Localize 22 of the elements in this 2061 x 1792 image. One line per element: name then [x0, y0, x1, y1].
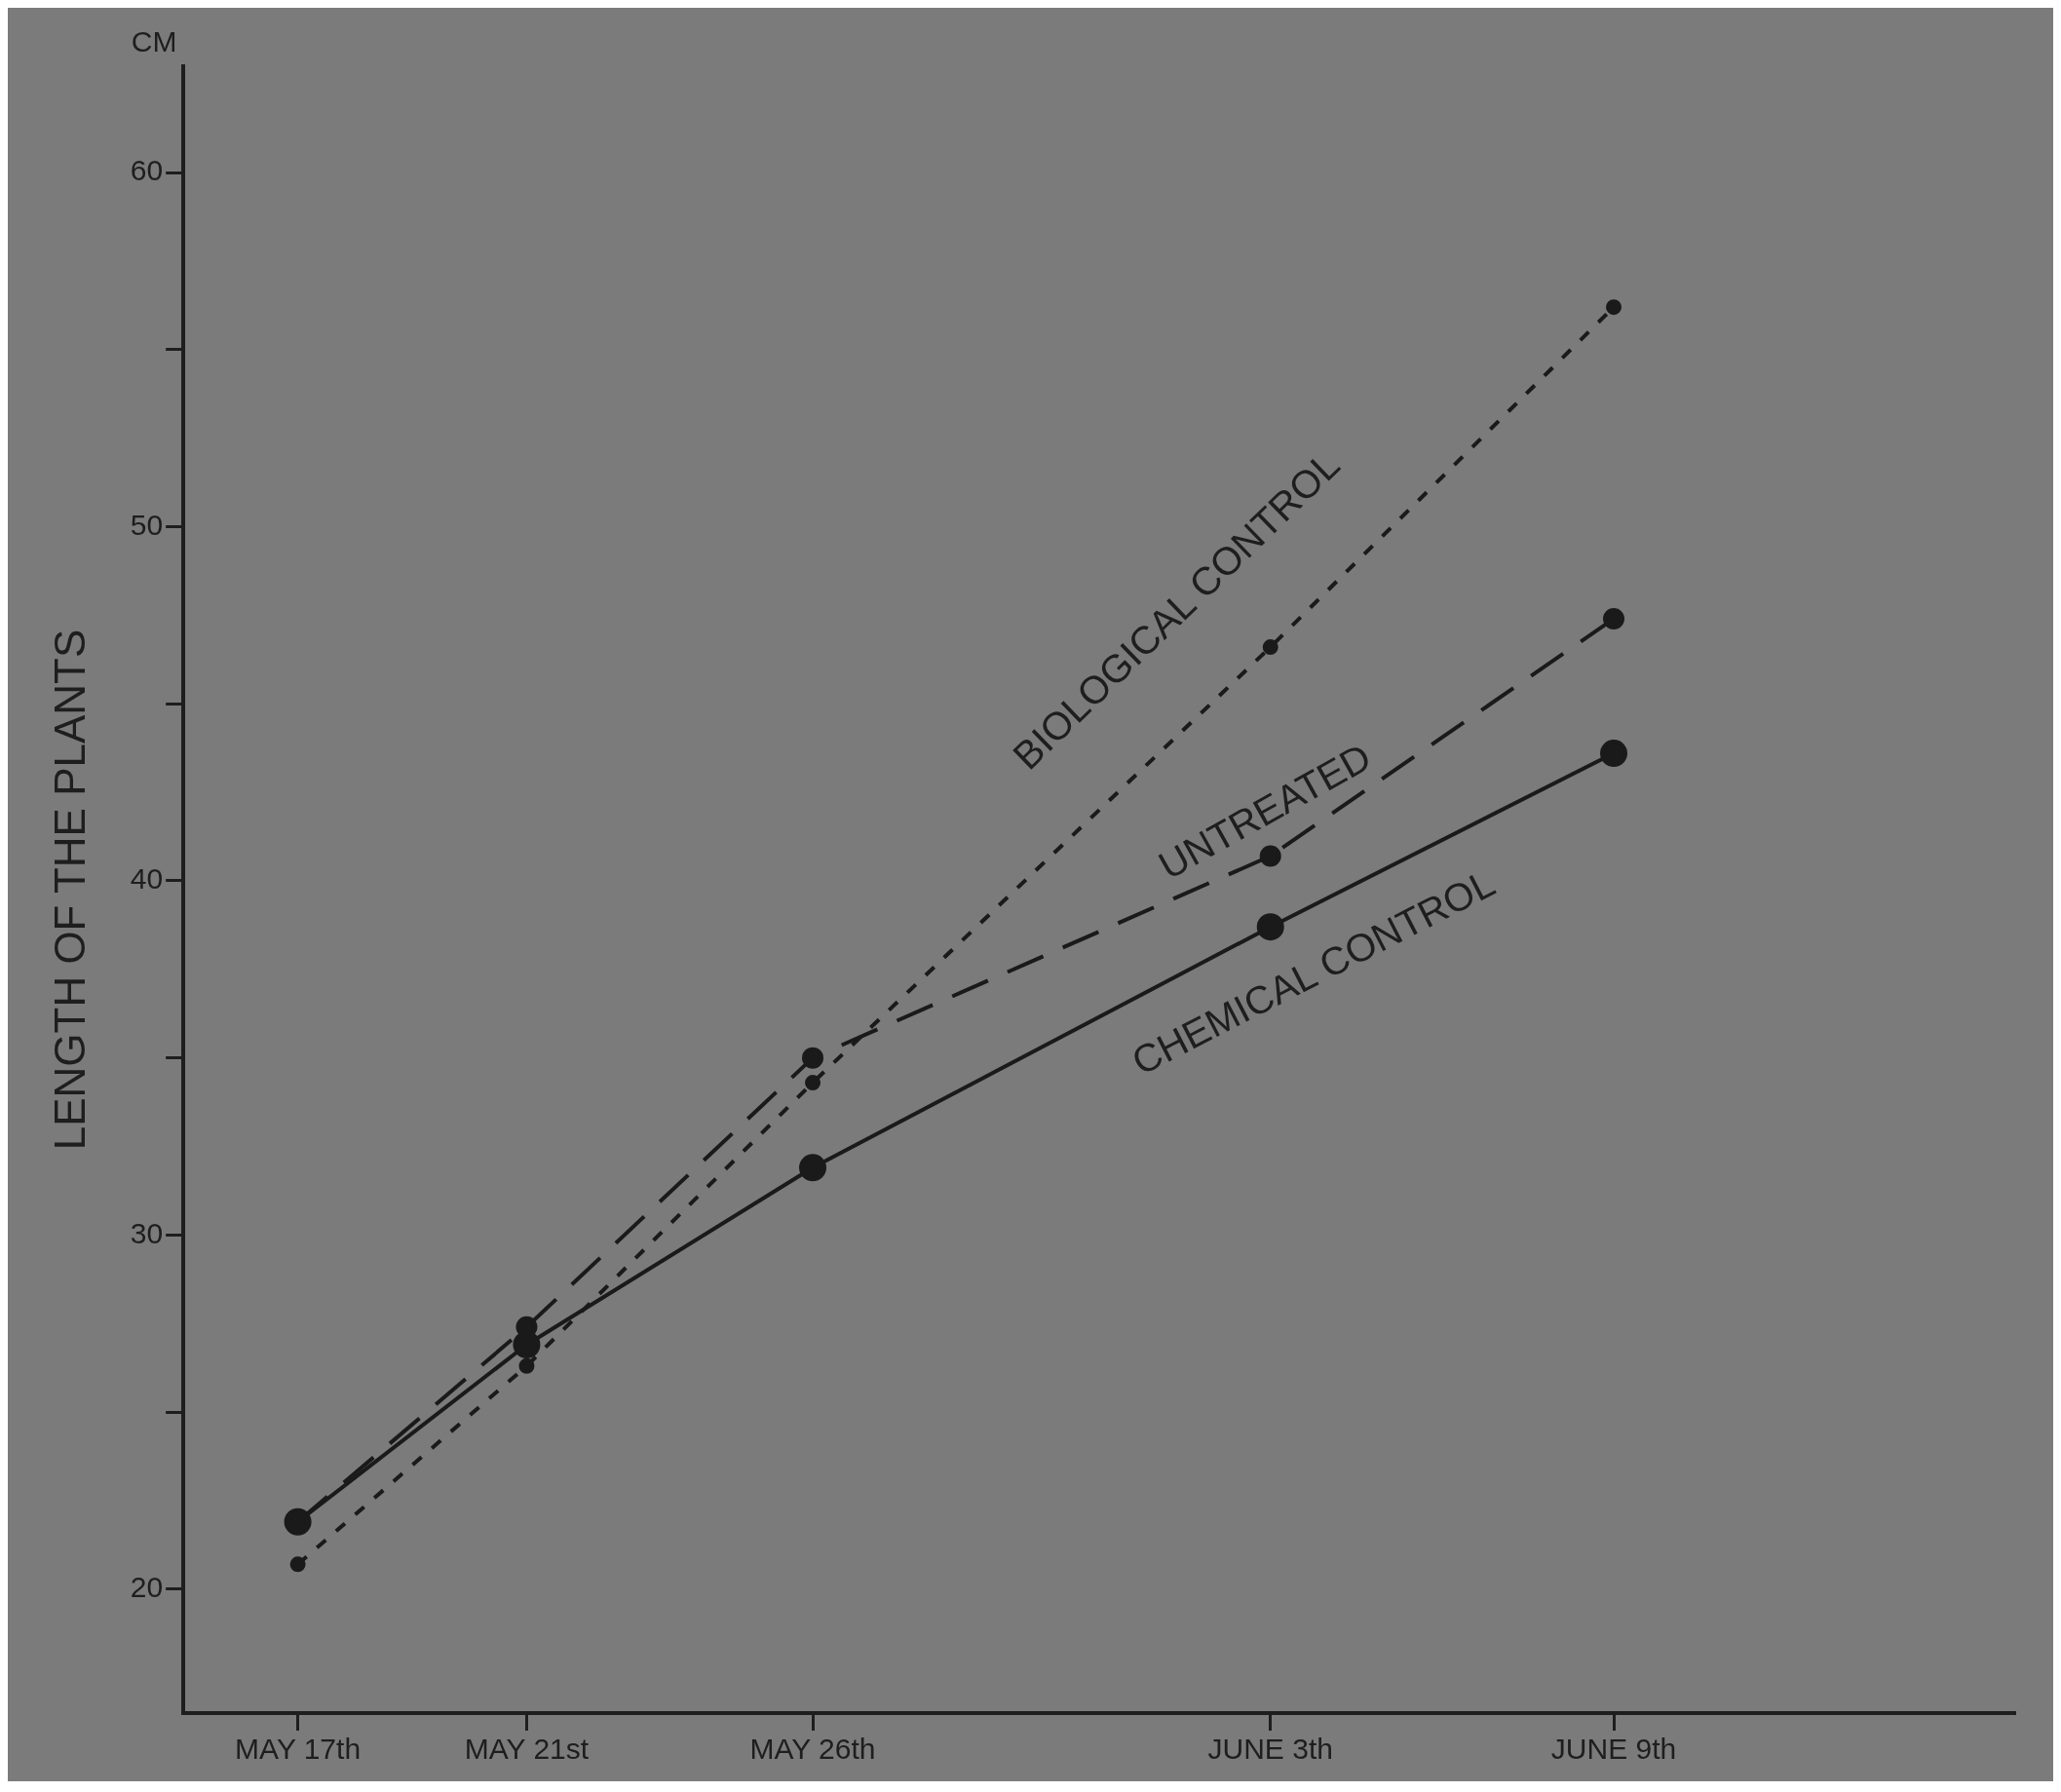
point — [802, 1047, 824, 1069]
x-tick-label: MAY 17th — [235, 1733, 362, 1766]
y-tick-label: 40 — [130, 862, 164, 896]
point — [805, 1075, 821, 1091]
point — [518, 1357, 535, 1374]
y-tick-label: 20 — [130, 1571, 164, 1604]
point — [1262, 639, 1279, 656]
point — [1606, 299, 1622, 316]
y-tick-label: 50 — [130, 508, 164, 541]
point — [799, 1154, 827, 1182]
point — [1256, 913, 1284, 941]
y-tick-label: 60 — [130, 154, 164, 187]
x-tick-label: JUNE 3th — [1207, 1733, 1333, 1766]
y-axis-title: LENGTH OF THE PLANTS — [45, 629, 94, 1151]
x-tick-label: MAY 21st — [464, 1733, 590, 1766]
x-tick-label: MAY 26th — [749, 1733, 876, 1766]
y-tick-label: 30 — [130, 1216, 164, 1249]
point — [289, 1556, 306, 1573]
point — [1603, 607, 1625, 629]
x-tick-label: JUNE 9th — [1550, 1733, 1677, 1766]
point — [1600, 740, 1628, 768]
text: CM — [131, 25, 177, 58]
